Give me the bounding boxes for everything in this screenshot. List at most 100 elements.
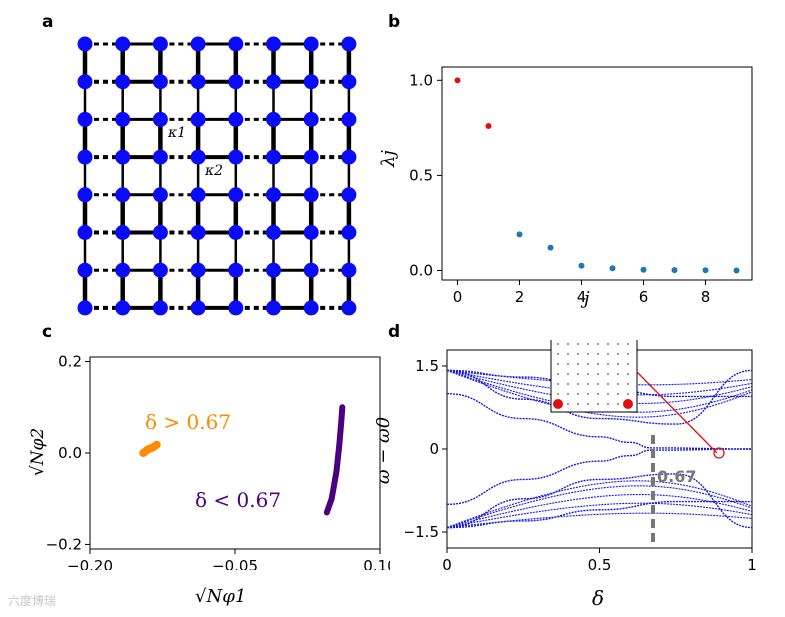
- inset-node: [617, 393, 619, 395]
- lattice-node: [115, 74, 131, 90]
- band-curve: [446, 502, 753, 529]
- threshold-label: 0.67: [657, 467, 696, 486]
- lattice-node: [303, 225, 319, 240]
- eigenvalue-point: [516, 231, 523, 238]
- eigenvalue-point: [702, 267, 709, 274]
- inset-node: [567, 373, 569, 375]
- inset-node: [607, 383, 609, 385]
- lattice-node: [341, 300, 357, 316]
- lattice-node: [228, 149, 244, 165]
- inset-node: [597, 343, 599, 345]
- lattice-node: [115, 36, 131, 52]
- band-curve: [446, 392, 753, 450]
- inset-node: [617, 383, 619, 385]
- panel-c-chart: −0.20 −0.05 0.10 −0.2 0.0 0.2 δ > 0.67 δ < 0.…: [46, 353, 390, 570]
- inset-node: [597, 403, 599, 405]
- lattice-node: [341, 187, 357, 203]
- inset-node: [567, 353, 569, 355]
- lattice-node: [266, 225, 281, 240]
- xtick-label: 2: [515, 288, 525, 306]
- band-curve: [446, 480, 753, 529]
- lattice-node: [190, 300, 206, 316]
- inset-node: [577, 383, 579, 385]
- ytick-label: −0.2: [46, 535, 82, 553]
- lattice-node: [77, 111, 93, 127]
- ytick-label: 0: [429, 440, 439, 458]
- inset-node: [627, 353, 629, 355]
- lattice-node: [228, 300, 244, 316]
- lattice-node: [228, 262, 244, 278]
- zero-mode-marker: [713, 447, 725, 459]
- lattice-node: [266, 300, 281, 316]
- inset-node: [557, 383, 559, 385]
- inset-node: [617, 343, 619, 345]
- ytick-label: 0.0: [58, 444, 82, 462]
- inset-node: [607, 363, 609, 365]
- eigenvalue-point: [671, 267, 678, 274]
- lattice-node: [228, 111, 244, 127]
- panel-d-ticks: 0 0.5 1 1.5 0 −1.5: [405, 357, 757, 570]
- panel-b-chart: 0.0 0.5 1.0 0 2 4 6 8: [409, 66, 753, 306]
- lattice-node: [77, 262, 93, 278]
- lattice-node: [303, 300, 319, 316]
- lattice-node: [115, 225, 131, 240]
- inset-node: [587, 403, 589, 405]
- lattice-node: [266, 74, 281, 90]
- inset-node: [587, 393, 589, 395]
- panel-d-xlabel: δ: [592, 586, 605, 610]
- panel-c-ticks: −0.20 −0.05 0.10 −0.2 0.0 0.2: [46, 353, 390, 570]
- lattice-node: [341, 111, 357, 127]
- xtick-label: 8: [701, 288, 711, 306]
- lattice-node: [266, 187, 281, 203]
- eigenvalue-point: [454, 77, 461, 84]
- inset-node: [607, 373, 609, 375]
- inset-node: [607, 403, 609, 405]
- lattice-node: [152, 36, 168, 52]
- ytick-label: −1.5: [405, 523, 439, 541]
- ytick-label: 0.0: [409, 261, 433, 279]
- lattice-node: [266, 36, 281, 52]
- inset-node: [597, 373, 599, 375]
- xtick-label: 4: [577, 288, 587, 306]
- lattice-node: [228, 225, 244, 240]
- band-curve: [446, 485, 753, 529]
- inset-node: [577, 363, 579, 365]
- lattice-node: [152, 300, 168, 316]
- lattice-node: [152, 74, 168, 90]
- lattice-node: [266, 111, 281, 127]
- lattice-node: [341, 149, 357, 165]
- inset-node: [587, 363, 589, 365]
- inset-node: [617, 403, 619, 405]
- lattice-node: [266, 262, 281, 278]
- inset-node: [627, 373, 629, 375]
- inset-node: [567, 363, 569, 365]
- lattice-node: [228, 187, 244, 203]
- panel-d-ylabel: ω − ω0: [373, 416, 395, 485]
- lattice-node: [190, 225, 206, 240]
- panel-b-xlabel: j: [584, 288, 590, 309]
- inset-node: [557, 353, 559, 355]
- lattice-node: [152, 225, 168, 240]
- band-curve: [446, 473, 753, 529]
- inset-node: [567, 383, 569, 385]
- orange-annotation: δ > 0.67: [145, 410, 231, 434]
- inset-pointer: [636, 371, 718, 454]
- inset-node: [597, 393, 599, 395]
- series-curve: [323, 404, 346, 516]
- xtick-label: 6: [639, 288, 649, 306]
- panel-b-points: [454, 77, 740, 274]
- lattice-node: [115, 262, 131, 278]
- lattice-node: [341, 225, 357, 240]
- inset-node: [617, 363, 619, 365]
- inset-node: [597, 383, 599, 385]
- inset-node: [567, 393, 569, 395]
- inset-corner-node: [553, 399, 563, 409]
- xtick-label: 0.5: [588, 556, 612, 570]
- inset-node: [607, 393, 609, 395]
- band-curve: [446, 448, 753, 506]
- panel-b-ylabel: λj: [378, 150, 399, 167]
- inset-node: [557, 393, 559, 395]
- inset-node: [627, 393, 629, 395]
- band-curve: [446, 493, 753, 529]
- band-curve: [446, 369, 753, 418]
